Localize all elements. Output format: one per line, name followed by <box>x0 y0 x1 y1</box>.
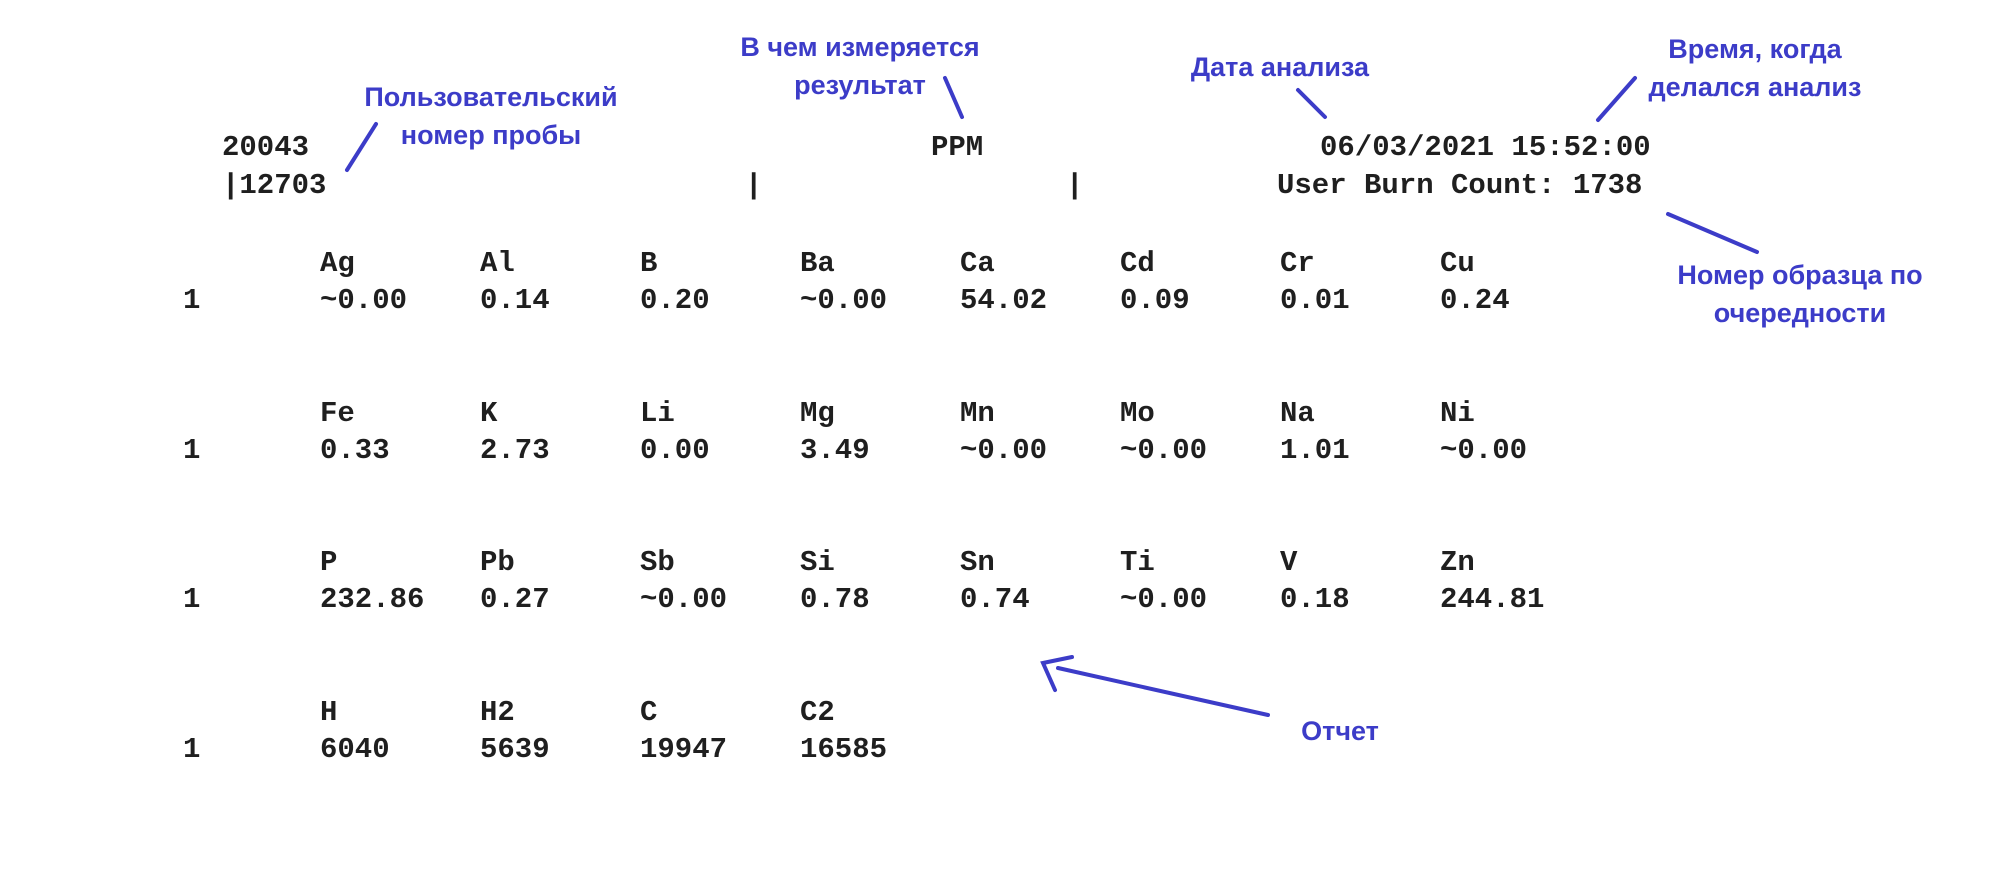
element-value: ~0.00 <box>320 284 408 317</box>
element-value: 0.18 <box>1280 583 1350 616</box>
element-value: ~0.00 <box>800 284 888 317</box>
element-symbol: C2 <box>800 696 835 729</box>
element-symbol: Ni <box>1440 397 1475 430</box>
annotation-report: Отчет <box>1301 716 1379 746</box>
element-symbol: Si <box>800 546 835 579</box>
element-value: 16585 <box>800 733 888 766</box>
element-value: 0.27 <box>480 583 550 616</box>
element-symbol: B <box>640 247 658 280</box>
pointer-report <box>1056 666 1270 717</box>
field-separator: | <box>1066 169 1084 202</box>
element-symbol: C <box>640 696 658 729</box>
element-value: 0.01 <box>1280 284 1350 317</box>
element-value: 244.81 <box>1440 583 1545 616</box>
element-value: 232.86 <box>320 583 425 616</box>
sample-id: 20043 <box>222 131 310 164</box>
element-symbol: Sn <box>960 546 995 579</box>
element-symbol: K <box>480 397 498 430</box>
element-value: 6040 <box>320 733 390 766</box>
element-value: 0.20 <box>640 284 710 317</box>
element-symbol: Fe <box>320 397 355 430</box>
element-value: 0.24 <box>1440 284 1510 317</box>
arrowhead-icon <box>1040 655 1074 692</box>
element-value: 54.02 <box>960 284 1048 317</box>
element-value: 2.73 <box>480 434 550 467</box>
burn-count: User Burn Count: 1738 <box>1277 169 1643 202</box>
annotation-user-number: Пользовательский номер пробы <box>364 82 618 150</box>
element-value: ~0.00 <box>960 434 1048 467</box>
element-symbol: Ti <box>1120 546 1155 579</box>
element-value: 0.78 <box>800 583 870 616</box>
field-separator: | <box>745 169 763 202</box>
element-symbol: H2 <box>480 696 515 729</box>
sequence-number: 1 <box>183 434 201 467</box>
element-value: 0.00 <box>640 434 710 467</box>
element-value: 3.49 <box>800 434 870 467</box>
element-symbol: Mg <box>800 397 835 430</box>
element-value: 1.01 <box>1280 434 1350 467</box>
element-symbol: Ag <box>320 247 355 280</box>
sequence-number: 1 <box>183 583 201 616</box>
pointer-time <box>1596 76 1637 122</box>
annotation-units: В чем измеряется результат <box>740 32 980 100</box>
element-symbol: Sb <box>640 546 675 579</box>
element-value: ~0.00 <box>1120 583 1208 616</box>
element-value: 19947 <box>640 733 728 766</box>
pointer-date <box>1296 88 1327 119</box>
element-symbol: Cr <box>1280 247 1315 280</box>
element-value: 0.33 <box>320 434 390 467</box>
element-symbol: V <box>1280 546 1298 579</box>
element-symbol: Al <box>480 247 515 280</box>
sequence-number: 1 <box>183 284 201 317</box>
annotation-sequence: Номер образца по очередности <box>1677 260 1923 328</box>
sequence-number: 1 <box>183 733 201 766</box>
element-symbol: Li <box>640 397 675 430</box>
element-value: ~0.00 <box>1440 434 1528 467</box>
element-value: 0.09 <box>1120 284 1190 317</box>
element-symbol: Na <box>1280 397 1315 430</box>
element-symbol: Ba <box>800 247 835 280</box>
element-symbol: P <box>320 546 338 579</box>
element-value: ~0.00 <box>640 583 728 616</box>
annotation-time: Время, когда делался анализ <box>1648 34 1862 102</box>
element-symbol: Ca <box>960 247 995 280</box>
units-label: PPM <box>931 131 984 164</box>
element-value: ~0.00 <box>1120 434 1208 467</box>
element-symbol: Cu <box>1440 247 1475 280</box>
user-sample-number: |12703 <box>222 169 327 202</box>
element-value: 5639 <box>480 733 550 766</box>
element-symbol: Zn <box>1440 546 1475 579</box>
pointer-user-number <box>345 122 378 172</box>
element-value: 0.74 <box>960 583 1030 616</box>
element-value: 0.14 <box>480 284 550 317</box>
element-symbol: Cd <box>1120 247 1155 280</box>
analysis-datetime: 06/03/2021 15:52:00 <box>1320 131 1651 164</box>
pointer-units <box>943 76 964 119</box>
element-symbol: Mo <box>1120 397 1155 430</box>
element-symbol: Mn <box>960 397 995 430</box>
element-symbol: H <box>320 696 338 729</box>
element-symbol: Pb <box>480 546 515 579</box>
pointer-sequence <box>1666 212 1759 254</box>
annotation-date: Дата анализа <box>1190 52 1370 82</box>
